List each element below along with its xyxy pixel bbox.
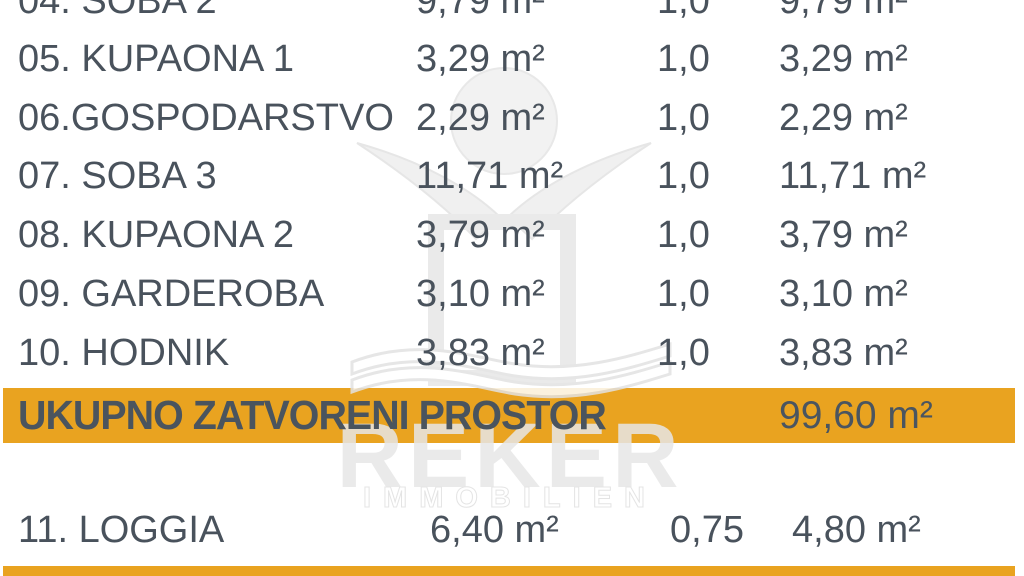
room-coefficient: 1,0 <box>657 273 710 315</box>
room-total-area: 3,83 m² <box>779 332 908 374</box>
closed-total-label: UKUPNO ZATVORENI PROSTOR <box>18 392 607 438</box>
room-total-area: 3,29 m² <box>779 38 908 80</box>
room-total-area: 3,10 m² <box>779 273 908 315</box>
room-total-area: 9,79 m² <box>779 0 908 22</box>
room-label: 04. SOBA 2 <box>18 0 217 22</box>
room-coefficient: 1,0 <box>657 97 710 139</box>
room-area: 3,29 m² <box>416 38 545 80</box>
table-row: 05. KUPAONA 1 3,29 m² 1,0 3,29 m² <box>0 30 1024 88</box>
table-row: 06.GOSPODARSTVO 2,29 m² 1,0 2,29 m² <box>0 89 1024 147</box>
room-label: 10. HODNIK <box>18 332 230 374</box>
closed-total-row: UKUPNO ZATVORENI PROSTOR 99,60 m² <box>0 388 1024 443</box>
open-total-band-background <box>3 566 1015 576</box>
room-area: 3,79 m² <box>416 214 545 256</box>
room-label: 09. GARDEROBA <box>18 273 325 315</box>
room-coefficient: 1,0 <box>657 332 710 374</box>
room-coefficient: 1,0 <box>657 0 710 22</box>
room-area: 11,71 m² <box>416 155 564 197</box>
room-coefficient: 1,0 <box>657 38 710 80</box>
table-row: 09. GARDEROBA 3,10 m² 1,0 3,10 m² <box>0 265 1024 323</box>
room-label: 06.GOSPODARSTVO <box>18 97 394 139</box>
room-coefficient: 0,75 <box>670 509 744 551</box>
room-label: 05. KUPAONA 1 <box>18 38 294 80</box>
room-total-area: 4,80 m² <box>792 509 921 551</box>
room-area: 6,40 m² <box>430 509 559 551</box>
room-coefficient: 1,0 <box>657 214 710 256</box>
room-area: 2,29 m² <box>416 97 545 139</box>
room-label: 08. KUPAONA 2 <box>18 214 294 256</box>
table-row: 07. SOBA 3 11,71 m² 1,0 11,71 m² <box>0 147 1024 205</box>
room-label: 07. SOBA 3 <box>18 155 217 197</box>
table-row: 10. HODNIK 3,83 m² 1,0 3,83 m² <box>0 324 1024 382</box>
table-row: 11. LOGGIA 6,40 m² 0,75 4,80 m² <box>0 501 1024 559</box>
closed-total-value: 99,60 m² <box>779 394 933 437</box>
room-label: 11. LOGGIA <box>18 509 225 551</box>
room-area: 9,79 m² <box>416 0 545 22</box>
room-total-area: 3,79 m² <box>779 214 908 256</box>
room-area: 3,83 m² <box>416 332 545 374</box>
room-area: 3,10 m² <box>416 273 545 315</box>
room-total-area: 2,29 m² <box>779 97 908 139</box>
table-row: 08. KUPAONA 2 3,79 m² 1,0 3,79 m² <box>0 206 1024 264</box>
room-coefficient: 1,0 <box>657 155 710 197</box>
table-row: 04. SOBA 2 9,79 m² 1,0 9,79 m² <box>0 0 1024 30</box>
room-total-area: 11,71 m² <box>779 155 927 197</box>
